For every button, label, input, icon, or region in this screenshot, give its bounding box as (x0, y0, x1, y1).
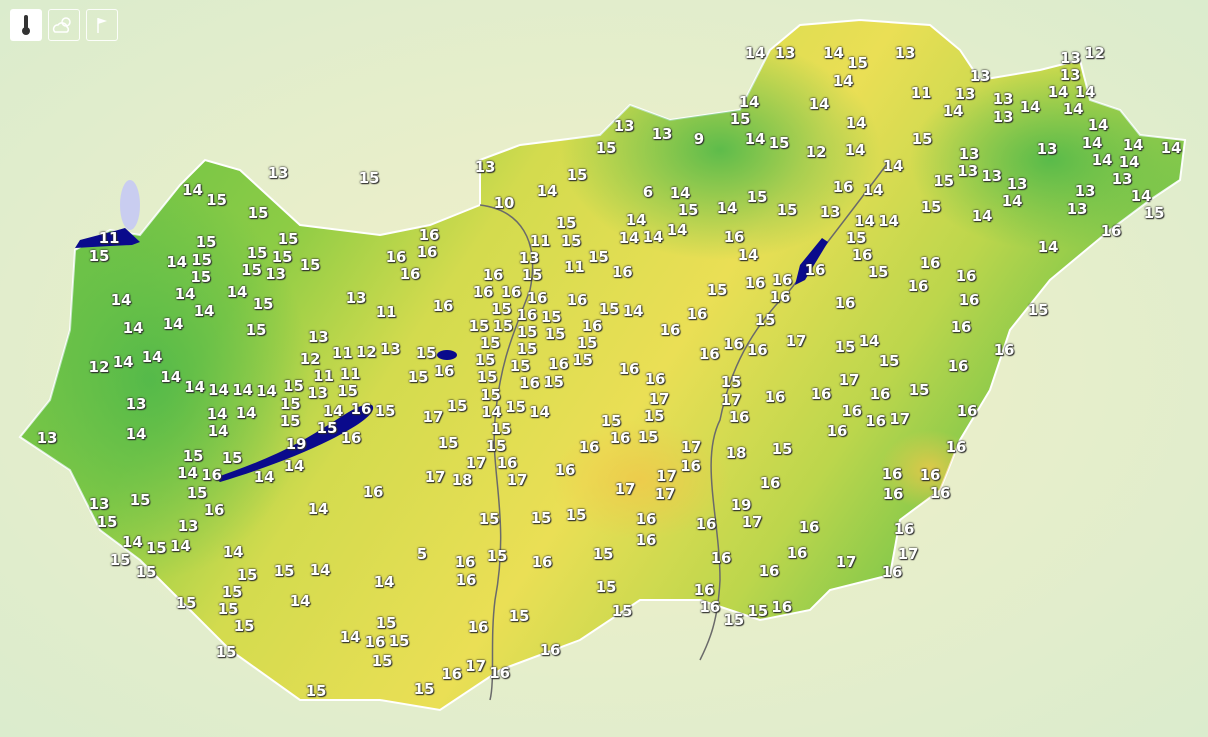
temperature-layer-button[interactable] (10, 9, 42, 41)
lake-tisza (795, 238, 828, 285)
lake-balaton (215, 404, 374, 482)
northeast-shade (910, 70, 1185, 250)
danube-river (479, 204, 534, 701)
warm-area (550, 420, 730, 540)
warnings-layer-button[interactable] (86, 9, 118, 41)
thermometer-icon (22, 15, 30, 35)
flag-icon (97, 18, 107, 33)
lake-velence (437, 350, 457, 360)
cloud-sun-icon (52, 17, 71, 33)
lake-neusiedl (75, 228, 140, 248)
lake-neusiedl-austria (120, 180, 140, 230)
tisza-river (699, 159, 891, 661)
layer-controls (10, 9, 118, 41)
rivers (479, 159, 891, 701)
weather-layer-button[interactable] (48, 9, 80, 41)
